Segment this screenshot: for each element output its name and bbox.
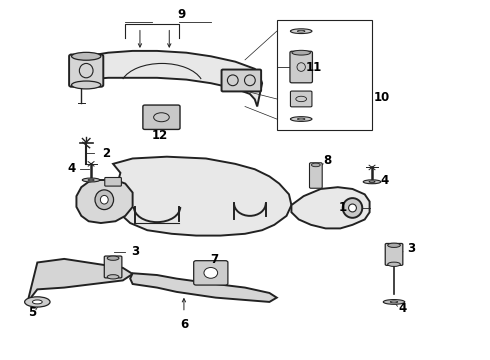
FancyBboxPatch shape (105, 177, 122, 186)
Text: 3: 3 (407, 242, 415, 255)
Ellipse shape (204, 267, 218, 278)
FancyBboxPatch shape (290, 51, 313, 83)
Ellipse shape (82, 178, 100, 182)
FancyBboxPatch shape (385, 243, 403, 265)
FancyBboxPatch shape (194, 261, 228, 285)
Ellipse shape (369, 181, 375, 183)
FancyBboxPatch shape (104, 256, 122, 278)
Text: 4: 4 (398, 302, 407, 315)
Ellipse shape (297, 118, 305, 120)
FancyBboxPatch shape (310, 163, 322, 188)
Ellipse shape (72, 81, 101, 89)
Ellipse shape (72, 52, 101, 60)
Ellipse shape (390, 301, 398, 303)
Text: 3: 3 (131, 245, 139, 258)
Polygon shape (86, 51, 262, 107)
Ellipse shape (312, 163, 320, 167)
Ellipse shape (388, 243, 400, 247)
Ellipse shape (107, 256, 119, 260)
Bar (277, 21, 372, 130)
Ellipse shape (363, 180, 381, 184)
Ellipse shape (292, 50, 311, 55)
FancyBboxPatch shape (221, 69, 261, 91)
Polygon shape (113, 157, 292, 235)
Ellipse shape (388, 262, 400, 266)
Text: 1: 1 (339, 202, 347, 215)
Polygon shape (130, 273, 277, 302)
FancyBboxPatch shape (291, 91, 312, 107)
Ellipse shape (95, 190, 114, 210)
Ellipse shape (348, 204, 356, 212)
Ellipse shape (107, 275, 119, 279)
Ellipse shape (291, 117, 312, 121)
Text: 6: 6 (180, 318, 188, 331)
Text: 10: 10 (374, 91, 390, 104)
Text: 4: 4 (380, 174, 389, 187)
Ellipse shape (383, 300, 405, 304)
Polygon shape (76, 180, 133, 223)
Text: 11: 11 (305, 60, 321, 73)
Ellipse shape (100, 195, 108, 204)
Polygon shape (27, 259, 133, 302)
Text: 4: 4 (68, 162, 75, 175)
Polygon shape (292, 187, 369, 228)
Ellipse shape (32, 300, 42, 304)
Text: 8: 8 (323, 154, 331, 167)
Ellipse shape (88, 179, 94, 181)
FancyBboxPatch shape (69, 54, 103, 87)
Ellipse shape (297, 30, 305, 32)
Ellipse shape (24, 297, 50, 307)
Text: 2: 2 (102, 147, 110, 159)
Text: 7: 7 (210, 253, 218, 266)
Text: 5: 5 (28, 306, 37, 319)
Text: 9: 9 (177, 8, 186, 21)
FancyBboxPatch shape (143, 105, 180, 130)
Text: 12: 12 (151, 129, 168, 142)
Ellipse shape (291, 29, 312, 33)
Ellipse shape (343, 198, 362, 218)
